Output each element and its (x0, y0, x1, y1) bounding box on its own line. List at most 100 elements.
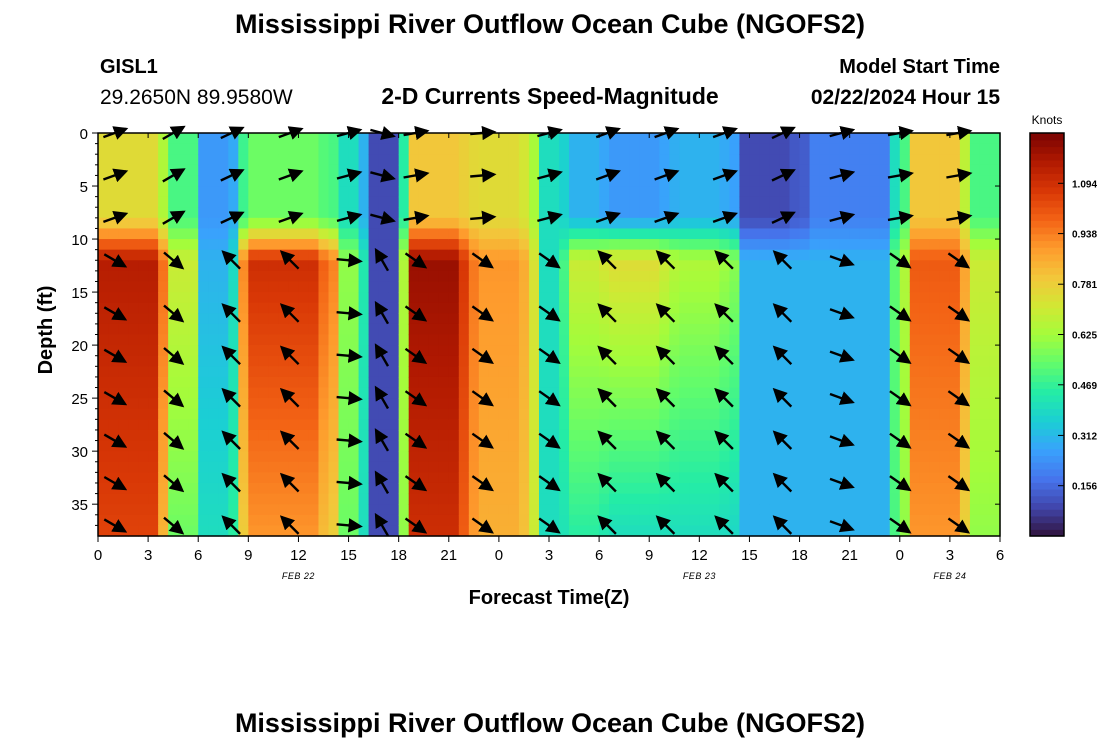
heatmap-cell (108, 366, 119, 378)
heatmap-cell (98, 493, 109, 505)
heatmap-cell (879, 186, 891, 198)
heatmap-cell (559, 504, 570, 516)
heatmap-cell (418, 504, 430, 516)
current-vector (947, 432, 971, 449)
heatmap-cell (188, 514, 199, 526)
heatmap-cell (518, 207, 530, 219)
heatmap-cell (619, 440, 630, 452)
heatmap-cell (288, 175, 300, 187)
heatmap-cell (438, 482, 450, 495)
current-vector (714, 250, 734, 270)
heatmap-cell (859, 493, 871, 505)
heatmap-cell (889, 345, 901, 357)
heatmap-cell (639, 217, 650, 230)
heatmap-cell (138, 175, 149, 187)
heatmap-cell (228, 228, 239, 240)
heatmap-cell (488, 419, 500, 431)
heatmap-cell (709, 175, 720, 187)
heatmap-cell (579, 260, 590, 272)
heatmap-cell (528, 249, 540, 261)
heatmap-cell (538, 514, 550, 526)
heatmap-cell (629, 514, 640, 526)
heatmap-cell (769, 281, 781, 293)
heatmap-cell (709, 376, 720, 389)
heatmap-cell (238, 429, 249, 442)
heatmap-cell (969, 175, 981, 187)
heatmap-cell (789, 429, 801, 442)
heatmap-cell (198, 154, 209, 166)
heatmap-cell (388, 270, 400, 283)
heatmap-cell (388, 387, 400, 399)
heatmap-cell (569, 313, 580, 325)
heatmap-cell (218, 313, 229, 325)
heatmap-cell (178, 175, 189, 187)
heatmap-cell (589, 334, 600, 346)
heatmap-cell (168, 451, 179, 463)
heatmap-cell (579, 175, 590, 187)
heatmap-cell (759, 207, 771, 219)
current-vector (538, 252, 561, 269)
heatmap-cell (789, 228, 801, 240)
heatmap-cell (739, 376, 751, 389)
heatmap-cell (328, 429, 340, 442)
heatmap-cell (328, 482, 340, 495)
heatmap-cell (799, 186, 811, 198)
heatmap-cell (909, 228, 921, 240)
heatmap-cell (989, 440, 1001, 452)
heatmap-cell (689, 461, 700, 473)
heatmap-cell (268, 249, 279, 261)
heatmap-cell (418, 270, 430, 283)
heatmap-cell (589, 504, 600, 516)
heatmap-cell (418, 323, 430, 336)
heatmap-cell (408, 376, 420, 389)
heatmap-cell (759, 239, 771, 251)
heatmap-cell (468, 196, 480, 208)
heatmap-cell (338, 493, 350, 505)
current-vector (889, 432, 912, 449)
heatmap-cell (549, 514, 560, 526)
heatmap-cell (438, 514, 450, 526)
heatmap-cell (98, 398, 109, 410)
heatmap-cell (729, 334, 741, 346)
heatmap-cell (508, 143, 520, 155)
heatmap-cell (769, 408, 781, 420)
heatmap-cell (979, 239, 991, 251)
heatmap-cell (418, 408, 430, 420)
heatmap-cell (589, 345, 600, 357)
heatmap-cell (639, 376, 650, 389)
colorbar-swatch (1030, 206, 1064, 215)
heatmap-cell (538, 419, 550, 431)
heatmap-cell (528, 196, 540, 208)
heatmap-cell (508, 133, 520, 145)
heatmap-cell (649, 164, 660, 177)
colorbar-swatch (1030, 495, 1064, 504)
heatmap-cell (288, 323, 300, 336)
heatmap-cell (448, 482, 460, 495)
heatmap-cell (939, 408, 951, 420)
current-vector (221, 515, 241, 535)
heatmap-cell (398, 408, 410, 420)
heatmap-cell (318, 217, 330, 230)
heatmap-cell (729, 228, 741, 240)
heatmap-cell (619, 239, 630, 251)
heatmap-cell (408, 164, 420, 177)
heatmap-cell (679, 525, 690, 537)
heatmap-cell (348, 493, 360, 505)
heatmap-cell (889, 270, 901, 283)
heatmap-cell (689, 143, 700, 155)
heatmap-cell (98, 239, 109, 251)
heatmap-cell (869, 175, 881, 187)
heatmap-cell (789, 398, 801, 410)
heatmap-cell (248, 461, 259, 473)
heatmap-cell (528, 504, 540, 516)
heatmap-cell (569, 207, 580, 219)
heatmap-cell (829, 239, 841, 251)
heatmap-cell (939, 429, 951, 442)
heatmap-cell (629, 440, 640, 452)
colorbar-tick-label: 1.094 (1072, 179, 1097, 190)
heatmap-cell (899, 133, 911, 145)
heatmap-cell (959, 514, 971, 526)
heatmap-cell (128, 440, 139, 452)
heatmap-cell (378, 186, 390, 198)
heatmap-cell (178, 451, 189, 463)
